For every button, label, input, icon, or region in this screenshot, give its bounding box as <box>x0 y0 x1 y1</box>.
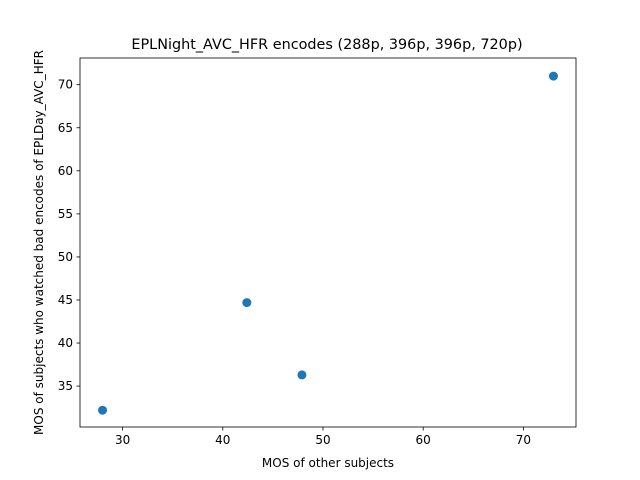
y-tick-label: 55 <box>58 207 73 221</box>
y-tick-label: 65 <box>58 121 73 135</box>
x-tick-label: 70 <box>516 433 531 447</box>
y-axis-label: MOS of subjects who watched bad encodes … <box>32 50 46 435</box>
x-tick-label: 50 <box>315 433 330 447</box>
data-point <box>548 71 558 81</box>
y-tick-label: 40 <box>58 336 73 350</box>
x-axis: 30 40 50 60 70 <box>115 427 531 447</box>
y-tick-label: 50 <box>58 250 73 264</box>
y-tick-label: 70 <box>58 78 73 92</box>
x-tick-label: 60 <box>416 433 431 447</box>
y-axis: 35 40 45 50 55 60 65 70 <box>58 78 80 393</box>
x-axis-label: MOS of other subjects <box>262 456 394 470</box>
chart-title: EPLNight_AVC_HFR encodes (288p, 396p, 39… <box>131 37 522 53</box>
data-point <box>297 370 307 380</box>
y-tick-label: 60 <box>58 164 73 178</box>
x-tick-label: 40 <box>215 433 230 447</box>
data-points <box>98 71 558 415</box>
data-point <box>98 405 108 415</box>
plot-frame <box>79 57 577 428</box>
y-tick-label: 45 <box>58 293 73 307</box>
y-tick-label: 35 <box>58 379 73 393</box>
data-point <box>242 298 252 308</box>
x-tick-label: 30 <box>115 433 130 447</box>
